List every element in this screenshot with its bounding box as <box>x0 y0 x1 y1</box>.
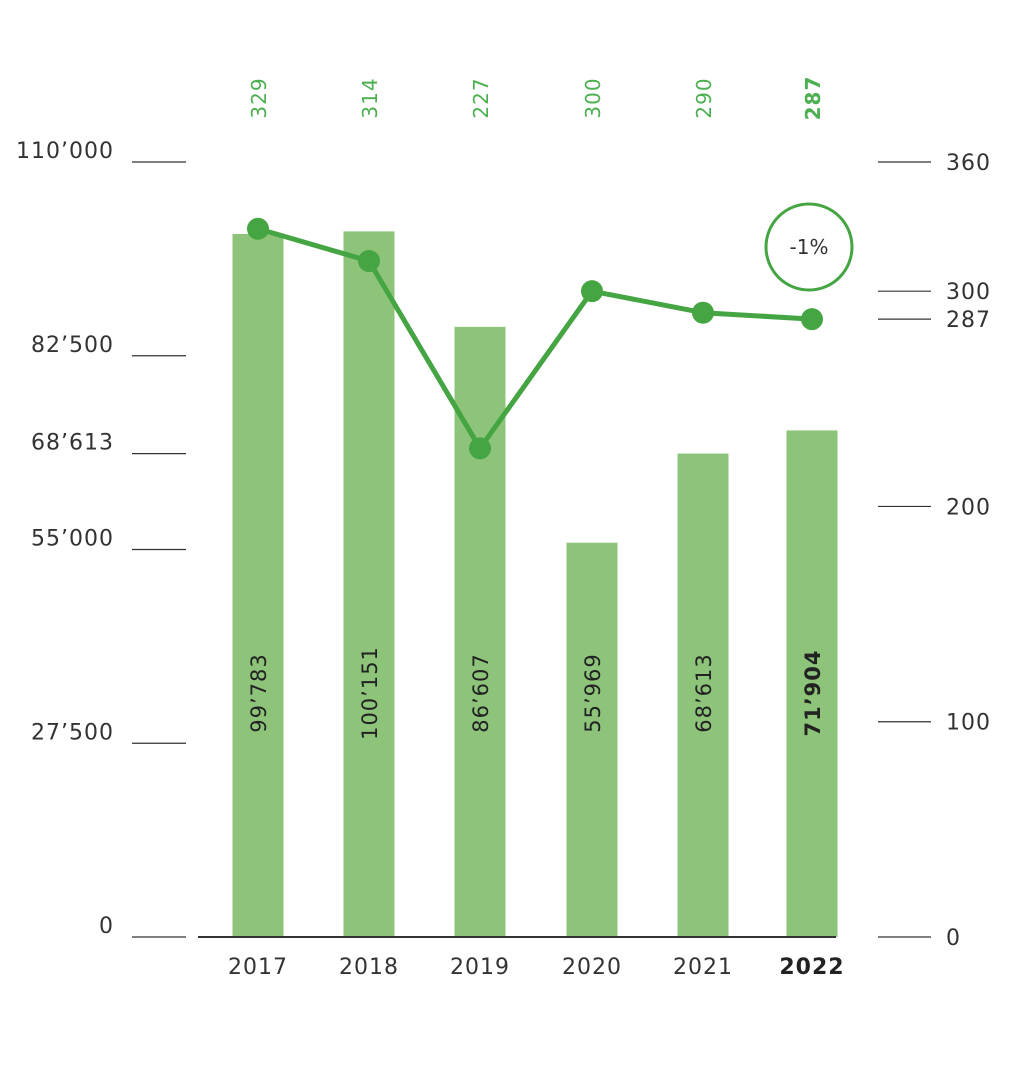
line-point <box>801 308 823 331</box>
line-series <box>247 217 823 460</box>
x-axis-labels: 2017 2018 2019 2020 2021 2022 <box>228 955 844 980</box>
x-axis-tick-label: 2019 <box>450 955 510 980</box>
bar-value-label: 99’783 <box>247 653 271 732</box>
right-axis-tick-label: 360 <box>946 151 991 176</box>
x-axis-tick-label: 2020 <box>562 955 622 980</box>
right-axis-tick-label: 300 <box>946 280 991 305</box>
change-badge-circle <box>764 202 854 292</box>
line-value-label: 287 <box>801 76 825 121</box>
line-value-label: 227 <box>469 77 493 118</box>
left-axis-tick-label: 68’613 <box>31 431 114 456</box>
change-annotation: -1% <box>764 202 854 292</box>
bar <box>232 233 284 938</box>
bar-series: 99’783 100’151 86’607 55’969 68’613 71’904 <box>232 231 838 938</box>
x-axis-tick-label: 2022 <box>779 955 844 980</box>
line-value-label: 300 <box>581 77 605 118</box>
bar-value-label: 100’151 <box>358 646 382 740</box>
line-point <box>358 250 380 273</box>
line-value-labels: 329 314 227 300 290 287 <box>247 76 825 121</box>
line-point <box>469 437 491 460</box>
bar-value-label: 71’904 <box>801 649 825 736</box>
bar <box>677 453 729 937</box>
right-axis-tick-label: 100 <box>946 711 991 736</box>
left-axis-tick-label: 110’000 <box>16 139 114 164</box>
x-axis-tick-label: 2021 <box>673 955 733 980</box>
right-axis: 0 100 200 287 300 360 <box>878 151 991 951</box>
left-axis-tick-label: 0 <box>99 914 114 939</box>
x-axis-tick-label: 2018 <box>339 955 399 980</box>
bar-value-label: 86’607 <box>469 653 493 732</box>
left-axis: 0 27’500 55’000 68’613 82’500 110’000 <box>16 139 186 939</box>
line-value-label: 290 <box>692 77 716 118</box>
line-point <box>247 217 269 240</box>
left-axis-tick-label: 82’500 <box>31 333 114 358</box>
line-point <box>692 301 714 324</box>
bar <box>566 542 618 937</box>
right-axis-tick-label: 287 <box>946 308 991 333</box>
right-axis-tick-label: 0 <box>946 926 961 951</box>
left-axis-tick-label: 55’000 <box>31 527 114 552</box>
bar-value-label: 55’969 <box>581 653 605 732</box>
right-axis-tick-label: 200 <box>946 495 991 520</box>
line-value-label: 329 <box>247 77 271 118</box>
left-axis-tick-label: 27’500 <box>31 720 114 745</box>
line-value-label: 314 <box>358 77 382 118</box>
line-point <box>581 280 603 303</box>
line-path <box>257 226 813 451</box>
change-badge-text: -1% <box>790 235 829 259</box>
x-axis-tick-label: 2017 <box>228 955 288 980</box>
bar-value-label: 68’613 <box>692 653 716 732</box>
bar <box>786 430 838 937</box>
bar <box>343 231 395 937</box>
